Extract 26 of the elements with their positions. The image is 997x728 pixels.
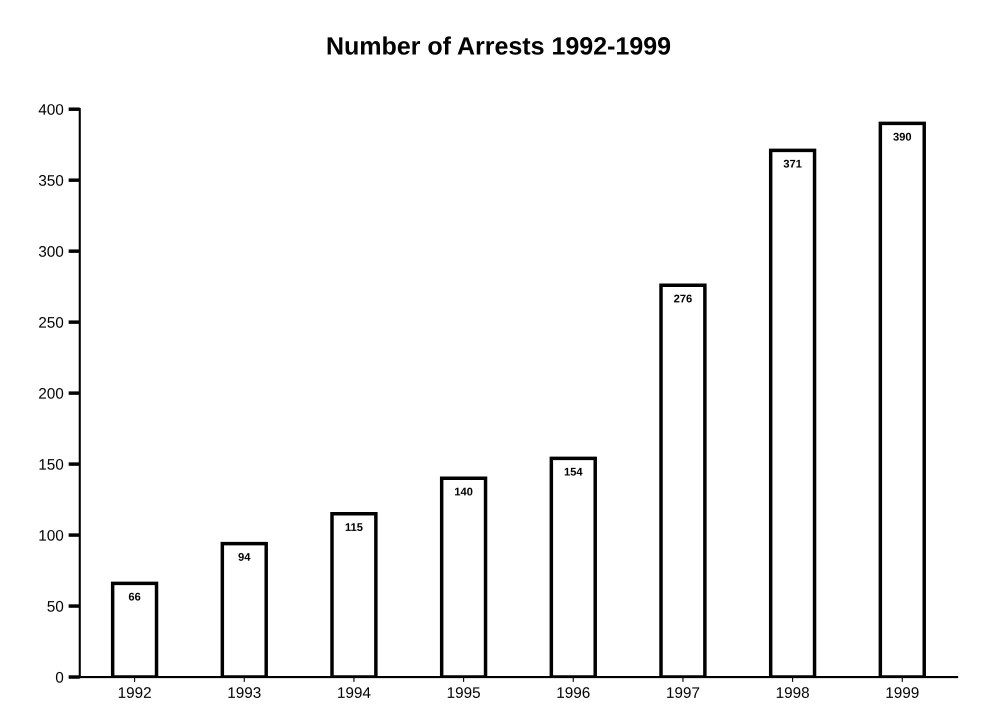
data-label: 371 bbox=[784, 160, 802, 168]
data-label: 94 bbox=[238, 552, 250, 561]
y-tick-label: 400 bbox=[38, 104, 64, 115]
x-tick-label: 1999 bbox=[886, 687, 919, 698]
x-tick-label: 1994 bbox=[338, 687, 370, 698]
data-label: 140 bbox=[455, 488, 472, 496]
x-tick-label: 1995 bbox=[448, 687, 480, 698]
data-label: 115 bbox=[346, 523, 363, 532]
data-label: 66 bbox=[128, 592, 140, 601]
x-tick-label: 1993 bbox=[228, 687, 261, 698]
y-tick-label: 150 bbox=[39, 458, 64, 470]
x-tick-label: 1997 bbox=[667, 687, 700, 698]
x-tick-label: 1998 bbox=[776, 687, 809, 698]
y-tick-label: 250 bbox=[39, 317, 64, 328]
y-tick-label: 300 bbox=[38, 246, 64, 257]
y-tick-label: 200 bbox=[39, 388, 64, 399]
y-tick-label: 0 bbox=[56, 672, 64, 683]
data-label: 390 bbox=[893, 132, 912, 141]
chart-title: Number of Arrests 1992-1999 bbox=[328, 36, 670, 55]
data-label: 276 bbox=[674, 294, 692, 302]
y-tick-label: 50 bbox=[47, 600, 64, 612]
x-tick-label: 1992 bbox=[118, 687, 151, 698]
x-tick-label: 1996 bbox=[557, 687, 590, 698]
y-tick-label: 100 bbox=[39, 530, 64, 541]
y-tick-label: 350 bbox=[38, 175, 64, 186]
data-label: 154 bbox=[564, 468, 582, 476]
